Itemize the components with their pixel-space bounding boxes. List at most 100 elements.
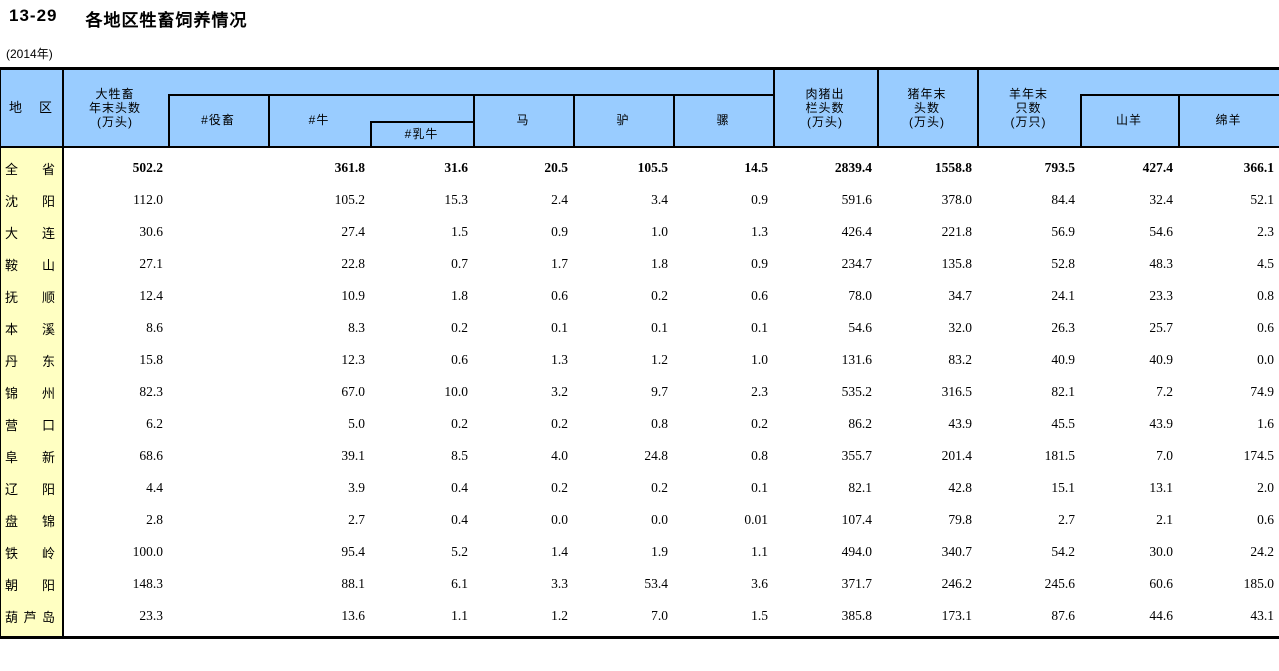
region-label: 全省 xyxy=(0,152,62,184)
value-cell: 32.4 xyxy=(1149,192,1173,207)
value-cell: 0.4 xyxy=(451,512,468,527)
region-label-char: 州 xyxy=(41,385,55,401)
value-cell xyxy=(168,440,268,472)
value-cell: 24.8 xyxy=(644,448,668,463)
value-cell: 60.6 xyxy=(1149,576,1173,591)
value-cell: 426.4 xyxy=(841,224,872,239)
value-cell: 14.5 xyxy=(744,160,768,175)
value-cell xyxy=(168,184,268,216)
region-label-char: 新 xyxy=(41,449,55,465)
value-cell: 13.1 xyxy=(1149,480,1173,495)
value-cell: 0.0 xyxy=(1257,352,1274,367)
header-text: (万只) xyxy=(1010,115,1047,129)
value-cell: 25.7 xyxy=(1149,320,1173,335)
page-title: 13-29 各地区牲畜饲养情况 xyxy=(9,6,247,31)
value-cell: 0.4 xyxy=(451,480,468,495)
header-text: 羊年末 xyxy=(1008,87,1048,101)
value-cell: 13.6 xyxy=(341,608,365,623)
value-cell: 1.3 xyxy=(551,352,568,367)
value-cell: 385.8 xyxy=(841,608,872,623)
region-label-char: 辽 xyxy=(5,481,19,497)
value-cell: 67.0 xyxy=(341,384,365,399)
region-label-char: 鞍 xyxy=(5,257,19,273)
header-goats: 山羊 xyxy=(1115,113,1142,127)
value-cell: 20.5 xyxy=(544,160,568,175)
region-label: 葫芦岛 xyxy=(0,600,62,632)
value-cell: 201.4 xyxy=(941,448,972,463)
value-cell: 355.7 xyxy=(841,448,872,463)
header-pigs-yearend: 猪年末 头数 (万头) xyxy=(877,70,977,146)
value-cell: 2.1 xyxy=(1156,512,1173,527)
header-text: 大牲畜 xyxy=(95,87,135,101)
region-label-char: 盘 xyxy=(5,513,19,529)
value-cell: 7.0 xyxy=(651,608,668,623)
value-cell: 48.3 xyxy=(1149,256,1173,271)
header-region: 地区 xyxy=(0,70,62,146)
value-cell: 23.3 xyxy=(139,608,163,623)
value-cell: 494.0 xyxy=(841,544,872,559)
value-cell: 23.3 xyxy=(1149,288,1173,303)
value-cell: 1.5 xyxy=(751,608,768,623)
value-cell: 0.6 xyxy=(551,288,568,303)
value-cell: 1.8 xyxy=(451,288,468,303)
value-cell: 0.2 xyxy=(651,288,668,303)
value-cell: 1.5 xyxy=(451,224,468,239)
region-label: 沈阳 xyxy=(0,184,62,216)
value-cell: 234.7 xyxy=(841,256,872,271)
value-cell: 40.9 xyxy=(1149,352,1173,367)
value-cell: 44.6 xyxy=(1149,608,1173,623)
value-cell: 174.5 xyxy=(1243,448,1274,463)
value-cell: 45.5 xyxy=(1051,416,1075,431)
value-cell: 54.2 xyxy=(1051,544,1075,559)
value-cell: 8.5 xyxy=(451,448,468,463)
value-cell: 3.9 xyxy=(348,480,365,495)
table-row: 本溪 8.6 8.3 0.2 0.1 0.1 0.1 54.6 32.0 26.3 25.7 0.6 xyxy=(0,312,1279,344)
header-sheep-yearend: 羊年末 只数 (万只) xyxy=(977,70,1080,146)
value-cell: 105.5 xyxy=(637,160,668,175)
value-cell: 340.7 xyxy=(941,544,972,559)
header-text: (万头) xyxy=(807,115,843,129)
header-text: 肉猪出 xyxy=(805,87,845,101)
value-cell: 1.0 xyxy=(651,224,668,239)
value-cell: 366.1 xyxy=(1243,160,1274,175)
value-cell: 82.3 xyxy=(139,384,163,399)
value-cell: 1.7 xyxy=(551,256,568,271)
value-cell: 5.0 xyxy=(348,416,365,431)
statistics-table: 地区大牲畜 年末头数 (万头) #役畜 #牛 #乳牛马驴骡肉猪出 栏头数 (万头) 猪年末 头数(… xyxy=(0,67,1279,640)
region-label-char: 连 xyxy=(41,225,55,241)
table-row: 锦州 82.3 67.0 10.0 3.2 9.7 2.3 535.2 316.5 82.1 7.2… xyxy=(0,376,1279,408)
header-large-livestock: 大牲畜 年末头数 (万头) xyxy=(62,70,168,146)
value-cell: 371.7 xyxy=(841,576,872,591)
header-cattle: #牛 xyxy=(308,113,330,127)
value-cell: 0.1 xyxy=(551,320,568,335)
region-label: 阜新 xyxy=(0,440,62,472)
table-left-border xyxy=(0,70,1,636)
value-cell: 1.4 xyxy=(551,544,568,559)
region-label-char: 溪 xyxy=(41,321,55,337)
value-cell: 74.9 xyxy=(1250,384,1274,399)
value-cell: 0.0 xyxy=(551,512,568,527)
value-cell: 2.3 xyxy=(1257,224,1274,239)
value-cell: 1.8 xyxy=(651,256,668,271)
value-cell xyxy=(168,600,268,632)
region-label-char: 全 xyxy=(5,161,19,177)
value-cell: 246.2 xyxy=(941,576,972,591)
value-cell: 427.4 xyxy=(1142,160,1173,175)
value-cell: 1.9 xyxy=(651,544,668,559)
value-cell xyxy=(168,344,268,376)
value-cell: 3.6 xyxy=(751,576,768,591)
value-cell: 5.2 xyxy=(451,544,468,559)
value-cell: 6.1 xyxy=(451,576,468,591)
value-cell: 0.7 xyxy=(451,256,468,271)
header-grid-line xyxy=(473,94,475,146)
value-cell: 56.9 xyxy=(1051,224,1075,239)
table-row: 阜新 68.6 39.1 8.5 4.0 24.8 0.8 355.7 201.4 181.5 7.… xyxy=(0,440,1279,472)
header-text: 猪年末 xyxy=(907,87,947,101)
value-cell: 100.0 xyxy=(132,544,163,559)
table-row: 抚顺 12.4 10.9 1.8 0.6 0.2 0.6 78.0 34.7 24.1 23.3 0.… xyxy=(0,280,1279,312)
region-label: 营口 xyxy=(0,408,62,440)
value-cell: 0.2 xyxy=(451,416,468,431)
header-grid-line xyxy=(573,94,575,146)
value-cell: 0.8 xyxy=(1257,288,1274,303)
